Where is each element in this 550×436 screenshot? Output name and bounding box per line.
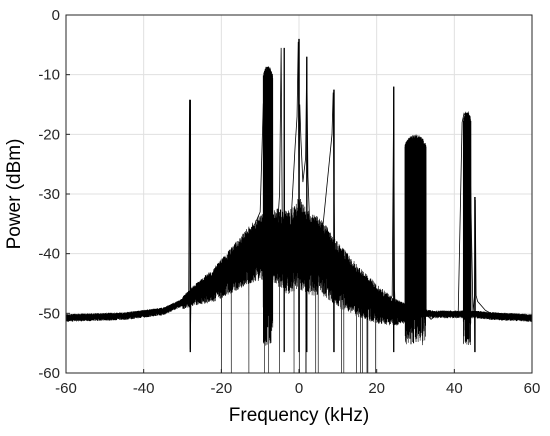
x-tick-label: -20 (210, 380, 232, 397)
y-tick-label: -30 (38, 186, 60, 203)
x-tick-label: -60 (55, 380, 77, 397)
x-axis-label: Frequency (kHz) (229, 405, 369, 426)
x-tick-label: -40 (133, 380, 155, 397)
y-tick-label: -20 (38, 126, 60, 143)
series-line (66, 38, 532, 373)
series-peak-outline (66, 41, 532, 350)
y-axis-ticks: 0 -10 -20 -30 -40 -50 -60 (38, 7, 70, 382)
spectrum-trace (66, 38, 532, 373)
x-tick-label: 20 (368, 380, 385, 397)
x-tick-label: 0 (295, 380, 303, 397)
x-tick-label: 60 (524, 380, 541, 397)
y-tick-label: -40 (38, 246, 60, 263)
y-tick-label: -60 (38, 365, 60, 382)
y-tick-label: 0 (52, 7, 60, 24)
x-axis-ticks: -60 -40 -20 0 20 40 60 (55, 369, 540, 397)
y-axis-label: Power (dBm) (4, 139, 25, 250)
y-tick-label: -50 (38, 305, 60, 322)
x-tick-label: 40 (446, 380, 463, 397)
y-tick-label: -10 (38, 67, 60, 84)
